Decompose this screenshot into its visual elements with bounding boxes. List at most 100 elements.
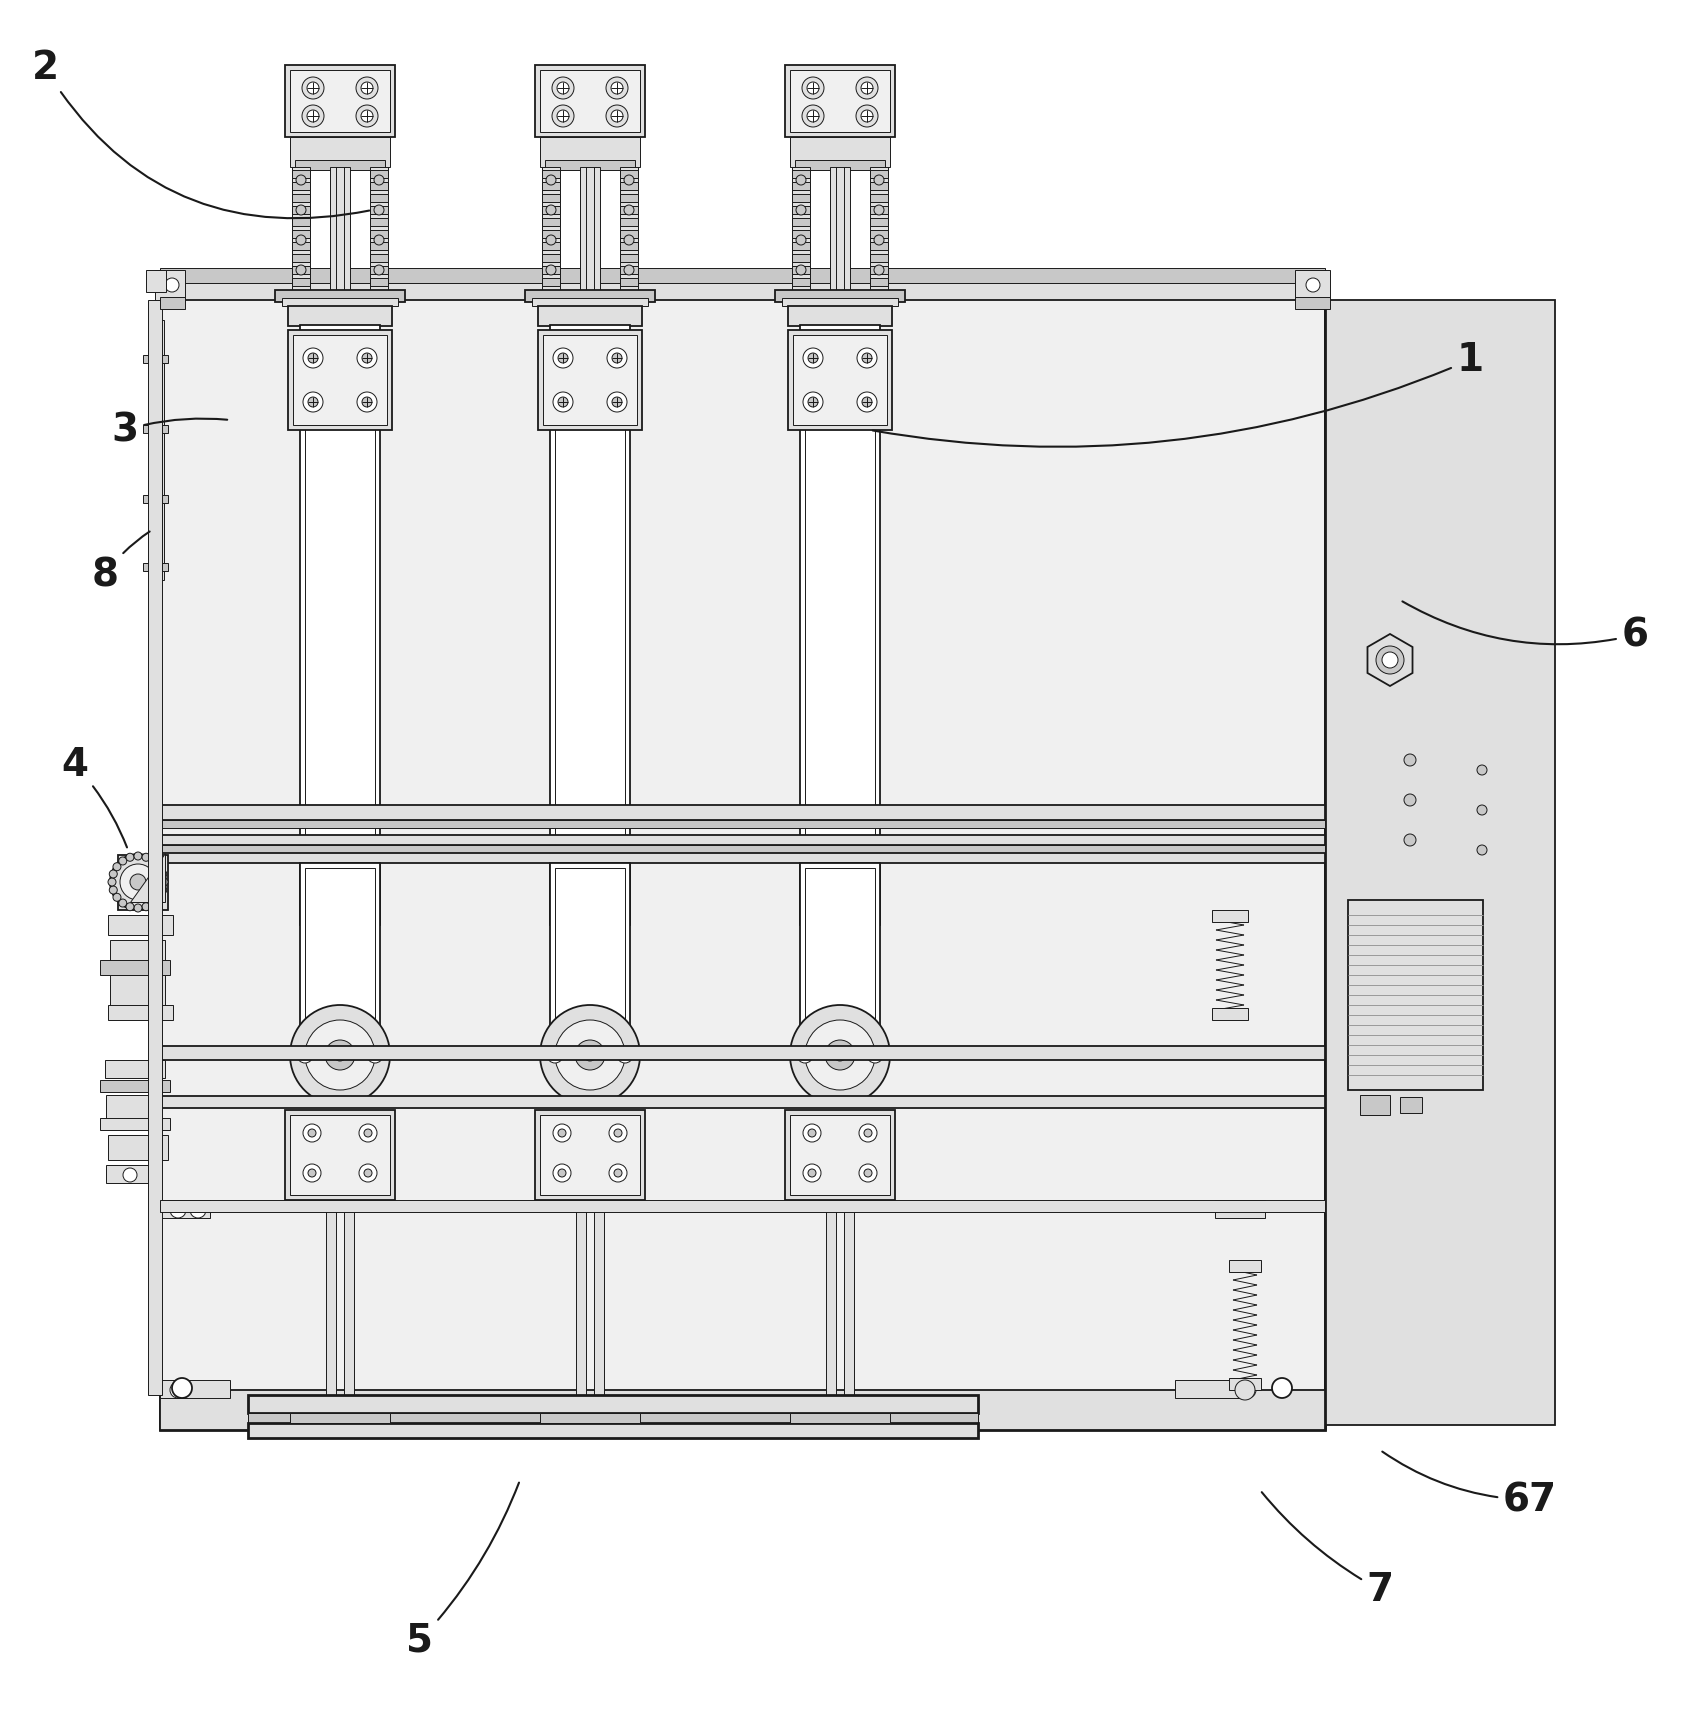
Circle shape: [547, 174, 555, 185]
Bar: [290, 1414, 391, 1422]
Bar: [100, 1118, 170, 1131]
Bar: [538, 306, 642, 326]
Bar: [1229, 1260, 1262, 1272]
Bar: [160, 820, 1324, 828]
Bar: [292, 169, 311, 178]
Bar: [160, 1381, 229, 1398]
Bar: [531, 299, 649, 306]
Circle shape: [374, 235, 384, 245]
Circle shape: [302, 349, 323, 368]
Bar: [542, 181, 560, 190]
Circle shape: [302, 392, 323, 413]
Text: 2: 2: [32, 48, 368, 217]
Bar: [620, 205, 638, 214]
Circle shape: [856, 105, 878, 128]
Circle shape: [552, 78, 574, 98]
Circle shape: [324, 1041, 355, 1070]
Circle shape: [306, 1020, 375, 1091]
Circle shape: [616, 1048, 633, 1063]
Circle shape: [803, 349, 824, 368]
Bar: [869, 217, 888, 226]
Circle shape: [1375, 646, 1404, 673]
Bar: [784, 66, 895, 136]
Bar: [248, 1414, 978, 1422]
Circle shape: [357, 349, 377, 368]
Circle shape: [114, 863, 121, 870]
Circle shape: [149, 899, 158, 908]
Circle shape: [796, 235, 807, 245]
Circle shape: [796, 266, 807, 274]
Circle shape: [109, 870, 117, 879]
Bar: [289, 306, 392, 326]
Circle shape: [547, 205, 555, 216]
Circle shape: [615, 1169, 621, 1177]
Bar: [542, 167, 560, 297]
Circle shape: [295, 174, 306, 185]
Bar: [1399, 1098, 1421, 1113]
Bar: [110, 941, 165, 975]
Bar: [791, 254, 810, 262]
Bar: [294, 335, 387, 425]
Bar: [542, 217, 560, 226]
Circle shape: [584, 1049, 596, 1061]
Bar: [1360, 1094, 1391, 1115]
Bar: [791, 169, 810, 178]
Bar: [155, 501, 161, 559]
Circle shape: [807, 110, 818, 123]
Bar: [306, 868, 375, 1032]
Bar: [292, 254, 311, 262]
Text: 6: 6: [1403, 601, 1649, 654]
Bar: [160, 268, 1324, 283]
Bar: [542, 193, 560, 202]
Bar: [292, 181, 311, 190]
Circle shape: [801, 78, 824, 98]
Bar: [143, 495, 168, 502]
Bar: [155, 430, 161, 490]
Circle shape: [158, 885, 166, 894]
Circle shape: [554, 1124, 571, 1143]
Circle shape: [805, 1020, 874, 1091]
Bar: [160, 1389, 1324, 1431]
Bar: [800, 324, 880, 925]
Bar: [345, 1200, 353, 1395]
Circle shape: [363, 1169, 372, 1177]
Circle shape: [143, 903, 149, 911]
Circle shape: [1382, 652, 1397, 668]
Bar: [105, 1094, 161, 1120]
Circle shape: [374, 205, 384, 216]
Circle shape: [149, 858, 158, 865]
Circle shape: [552, 105, 574, 128]
Bar: [289, 330, 392, 430]
Circle shape: [362, 354, 372, 362]
Bar: [594, 1200, 604, 1395]
Circle shape: [555, 1020, 625, 1091]
Circle shape: [610, 1124, 627, 1143]
Circle shape: [796, 174, 807, 185]
Circle shape: [1240, 1383, 1257, 1398]
Bar: [869, 167, 888, 297]
Circle shape: [114, 894, 121, 901]
Bar: [620, 230, 638, 238]
Circle shape: [307, 110, 319, 123]
Bar: [301, 324, 380, 925]
Bar: [620, 242, 638, 250]
Bar: [542, 242, 560, 250]
Bar: [1175, 1381, 1245, 1398]
Bar: [301, 863, 380, 1037]
Bar: [370, 205, 389, 214]
Circle shape: [126, 853, 134, 861]
Circle shape: [825, 1041, 856, 1070]
Circle shape: [1404, 794, 1416, 806]
Bar: [620, 167, 638, 297]
Bar: [800, 863, 880, 1037]
Bar: [290, 71, 391, 131]
Bar: [525, 290, 655, 302]
Circle shape: [302, 1124, 321, 1143]
Bar: [109, 1136, 168, 1160]
Bar: [795, 161, 885, 169]
Bar: [535, 66, 645, 136]
Circle shape: [307, 1129, 316, 1137]
Circle shape: [610, 1163, 627, 1182]
Circle shape: [863, 397, 873, 407]
Circle shape: [554, 392, 572, 413]
